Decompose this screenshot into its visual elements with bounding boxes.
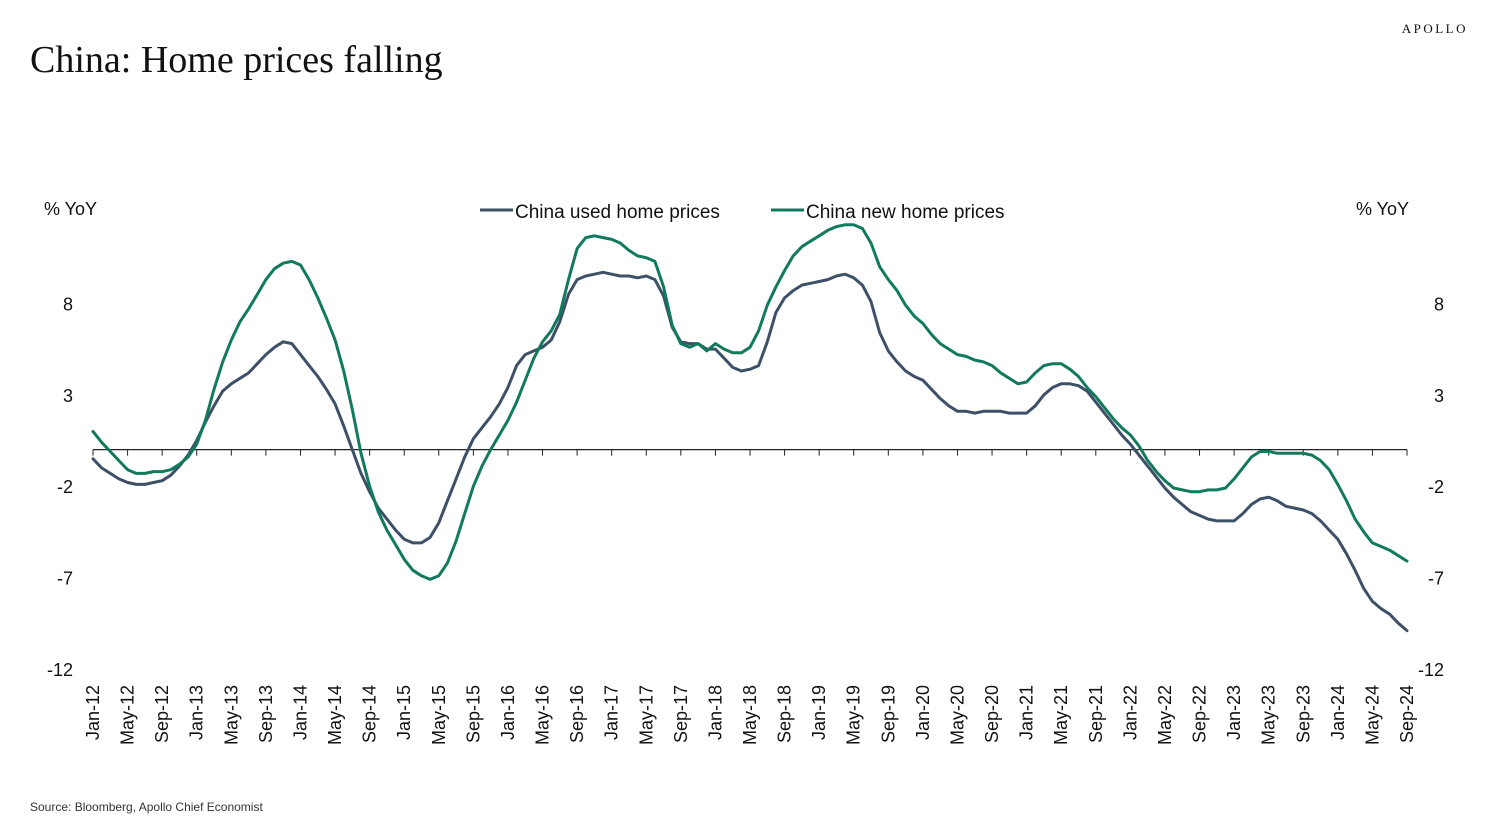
legend-label-used: China used home prices	[515, 202, 720, 223]
x-tick-label: May-14	[325, 685, 345, 745]
x-tick-label: Sep-23	[1293, 685, 1313, 743]
right-axis-label: % YoY	[1356, 199, 1409, 219]
left-y-tick-label: -2	[57, 477, 73, 497]
x-tick-label: May-13	[221, 685, 241, 745]
x-tick-label: Sep-18	[775, 685, 795, 743]
right-y-axis: 8 3 -2 -7 -12	[1418, 294, 1444, 680]
page-title: China: Home prices falling	[30, 39, 443, 81]
left-axis-label: % YoY	[44, 199, 97, 219]
x-tick-label: May-17	[636, 685, 656, 745]
left-y-tick-label: 3	[63, 386, 73, 406]
right-y-tick-label: 3	[1434, 386, 1444, 406]
x-tick-label: May-15	[429, 685, 449, 745]
x-tick-label: Sep-22	[1190, 685, 1210, 743]
brand-logo: APOLLO	[1401, 21, 1468, 36]
x-tick-label: May-21	[1051, 685, 1071, 745]
x-tick-label: Sep-14	[360, 685, 380, 743]
x-tick-label: May-23	[1259, 685, 1279, 745]
x-tick-label: Sep-21	[1086, 685, 1106, 743]
left-y-tick-label: -12	[47, 660, 73, 680]
x-tick-label: May-22	[1155, 685, 1175, 745]
series-line-used-home-prices	[91, 270, 1409, 633]
legend-label-new: China new home prices	[806, 202, 1005, 223]
x-axis-tick-labels: Jan-12 May-12 Sep-12 Jan-13 May-13 Sep-13 Jan-…	[83, 685, 1417, 745]
x-tick-label: Sep-24	[1397, 685, 1417, 743]
right-y-tick-label: -7	[1428, 569, 1444, 589]
x-tick-label: Sep-15	[463, 685, 483, 743]
x-tick-label: Jan-19	[809, 685, 829, 740]
source-note: Source: Bloomberg, Apollo Chief Economis…	[30, 800, 263, 814]
x-tick-label: Jan-14	[291, 685, 311, 740]
left-y-tick-label: -7	[57, 569, 73, 589]
x-tick-label: Jan-15	[394, 685, 414, 740]
x-tick-label: Sep-16	[567, 685, 587, 743]
x-tick-label: Jan-18	[705, 685, 725, 740]
x-tick-label: Jan-22	[1120, 685, 1140, 740]
x-tick-label: Sep-20	[982, 685, 1002, 743]
x-tick-label: Jan-24	[1328, 685, 1348, 740]
x-tick-label: Sep-19	[878, 685, 898, 743]
x-tick-label: May-16	[533, 685, 553, 745]
x-tick-label: Jan-12	[83, 685, 103, 740]
x-tick-label: Sep-17	[671, 685, 691, 743]
right-y-tick-label: -2	[1428, 477, 1444, 497]
x-tick-label: May-18	[740, 685, 760, 745]
x-tick-label: Sep-13	[256, 685, 276, 743]
x-tick-label: Jan-23	[1224, 685, 1244, 740]
right-y-tick-label: 8	[1434, 294, 1444, 314]
legend: China used home prices China new home pr…	[480, 202, 1005, 223]
left-y-axis: 8 3 -2 -7 -12	[47, 294, 73, 680]
x-tick-label: Sep-12	[152, 685, 172, 743]
left-y-tick-label: 8	[63, 294, 73, 314]
x-tick-label: Jan-13	[187, 685, 207, 740]
x-tick-label: May-19	[844, 685, 864, 745]
x-tick-label: Jan-17	[602, 685, 622, 740]
x-tick-label: May-20	[948, 685, 968, 745]
series-line-new-home-prices	[91, 223, 1409, 581]
line-chart: % YoY % YoY China used home prices China…	[44, 199, 1444, 745]
x-axis	[92, 448, 1408, 456]
x-tick-label: Jan-20	[913, 685, 933, 740]
x-tick-label: May-12	[118, 685, 138, 745]
x-tick-label: Jan-16	[498, 685, 518, 740]
right-y-tick-label: -12	[1418, 660, 1444, 680]
x-tick-label: May-24	[1362, 685, 1382, 745]
x-tick-label: Jan-21	[1017, 685, 1037, 740]
series-lines	[91, 223, 1409, 633]
